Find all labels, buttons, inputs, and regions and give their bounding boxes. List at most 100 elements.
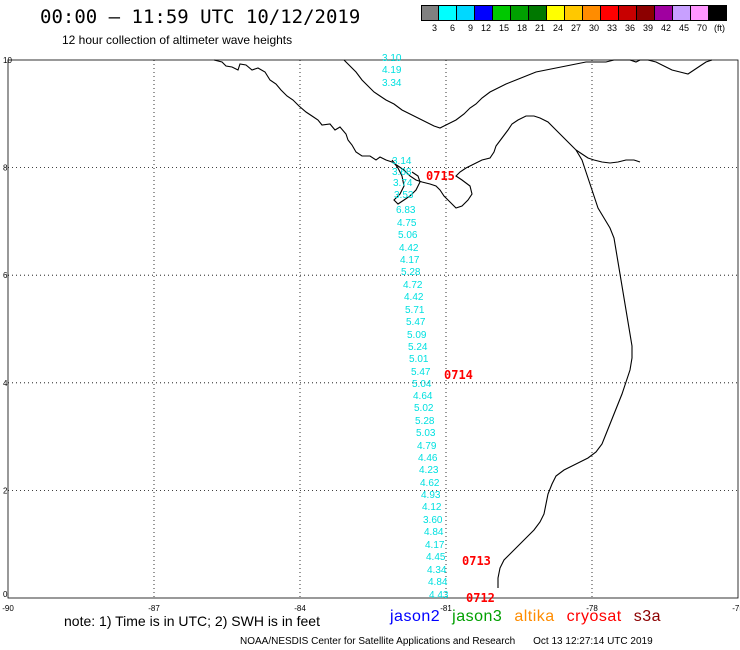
wave-height-label: 3.14 — [392, 156, 412, 167]
wave-height-label: 5.04 — [412, 379, 432, 390]
colorbar-label: 24 — [552, 23, 563, 33]
legend-jason2: jason2 — [390, 608, 441, 625]
longitude-label: -87 — [148, 604, 160, 613]
coastline-colombia-ecuador — [497, 149, 633, 588]
wave-height-label: 4.84 — [424, 527, 444, 538]
wave-height-label: 5.28 — [415, 416, 435, 427]
colorbar-swatch — [601, 5, 619, 21]
latitude-label: 6 — [3, 271, 8, 280]
wave-height-label: 3.34 — [382, 78, 402, 89]
wave-height-label: 3.74 — [393, 178, 413, 189]
generation-timestamp: Oct 13 12:27:14 UTC 2019 — [533, 636, 653, 647]
legend-altika: altika — [514, 608, 555, 625]
longitude-label: -84 — [294, 604, 306, 613]
legend-s3a: s3a — [633, 608, 662, 625]
colorbar-label: 6 — [449, 23, 455, 33]
colorbar-swatch — [475, 5, 493, 21]
wave-height-label: 4.17 — [425, 540, 445, 551]
colorbar-swatch — [529, 5, 547, 21]
wave-height-label: 3.10 — [382, 53, 402, 64]
colorbar-label: 36 — [624, 23, 635, 33]
colorbar-label: 9 — [467, 23, 473, 33]
wave-height-label: 5.09 — [407, 330, 427, 341]
wave-height-label: 4.93 — [421, 490, 441, 501]
wave-height-label: 4.34 — [427, 565, 447, 576]
wave-height-label: 3.68 — [392, 167, 412, 178]
wave-height-label: 4.84 — [428, 577, 448, 588]
wave-height-label: 5.24 — [408, 342, 428, 353]
time-label: 0714 — [444, 368, 473, 382]
colorbar-label: 18 — [516, 23, 527, 33]
latitude-label: 0 — [3, 590, 8, 599]
colorbar-swatch — [439, 5, 457, 21]
time-label: 0713 — [462, 554, 491, 568]
wave-height-label: 4.64 — [413, 391, 433, 402]
wave-height-label: 5.28 — [401, 267, 421, 278]
agency-credit: NOAA/NESDIS Center for Satellite Applica… — [240, 636, 516, 647]
wave-height-label: 4.46 — [418, 453, 438, 464]
colorbar-swatch — [619, 5, 637, 21]
coastline-gulf-of-panama — [391, 159, 421, 205]
colorbar-label: 12 — [480, 23, 491, 33]
lat-lon-grid — [7, 59, 739, 599]
wave-height-label: 6.83 — [396, 205, 416, 216]
legend-cryosat: cryosat — [566, 608, 622, 625]
wave-height-label: 4.45 — [426, 552, 446, 563]
colorbar-swatch — [547, 5, 565, 21]
wave-height-label: 4.19 — [382, 65, 402, 76]
longitude-label: -75 — [732, 604, 740, 613]
colorbar — [421, 5, 727, 21]
colorbar-label: 3 — [431, 23, 437, 33]
credits: NOAA/NESDIS Center for Satellite Applica… — [240, 636, 653, 647]
longitude-label: -81 — [440, 604, 452, 613]
wave-height-label: 4.79 — [417, 441, 437, 452]
wave-height-label: 5.06 — [398, 230, 418, 241]
colorbar-swatch — [673, 5, 691, 21]
wave-height-label: 4.12 — [422, 502, 442, 513]
coastline — [213, 59, 713, 588]
wave-height-label: 4.42 — [399, 243, 419, 254]
colorbar-label: 70 — [696, 23, 707, 33]
wave-height-label: 5.71 — [405, 305, 425, 316]
colorbar-swatch — [421, 5, 439, 21]
wave-height-label: 4.23 — [419, 465, 439, 476]
colorbar-label: 21 — [534, 23, 545, 33]
colorbar-swatch — [457, 5, 475, 21]
wave-height-label: 5.03 — [416, 428, 436, 439]
colorbar-label: 33 — [606, 23, 617, 33]
longitude-label: -90 — [2, 604, 14, 613]
wave-height-label: 3.53 — [394, 190, 414, 201]
colorbar-labels: 3 6 9 12 15 18 21 24 27 30 33 36 39 42 45 70 (ft) — [421, 23, 727, 33]
colorbar-swatch — [709, 5, 727, 21]
satellite-legend: jason2 jason3 altika cryosat s3a — [390, 608, 673, 626]
colorbar-swatch — [565, 5, 583, 21]
colorbar-label: 30 — [588, 23, 599, 33]
colorbar-swatch — [511, 5, 529, 21]
wave-height-label: 4.17 — [400, 255, 420, 266]
colorbar-label: (ft) — [714, 23, 725, 33]
latitude-label: 10 — [3, 56, 12, 65]
colorbar-swatch — [583, 5, 601, 21]
time-label: 0715 — [426, 169, 455, 183]
wave-height-label: 4.43 — [429, 590, 449, 601]
wave-height-label: 5.02 — [414, 403, 434, 414]
wave-height-label: 5.47 — [411, 367, 431, 378]
colorbar-swatch — [637, 5, 655, 21]
coastline-caribbean — [343, 59, 713, 129]
colorbar-swatch — [655, 5, 673, 21]
longitude-label: -78 — [586, 604, 598, 613]
colorbar-label: 42 — [660, 23, 671, 33]
altimeter-track: 3.104.19 3.34 3.143.683.743.53 6.83 4.755.06… — [382, 53, 495, 605]
axis-labels: -90 -87 -84 -81 -78 -75 0 2 4 6 8 10 — [2, 56, 740, 613]
time-label: 0712 — [466, 591, 495, 605]
colorbar-label: 45 — [678, 23, 689, 33]
wave-height-label: 3.60 — [423, 515, 443, 526]
colorbar-swatch — [493, 5, 511, 21]
wave-height-label: 4.75 — [397, 218, 417, 229]
colorbar-label: 39 — [642, 23, 653, 33]
map-frame — [7, 59, 739, 599]
units-note: note: 1) Time is in UTC; 2) SWH is in fe… — [64, 613, 320, 629]
latitude-label: 2 — [3, 486, 8, 495]
map-subtitle: 12 hour collection of altimeter wave hei… — [62, 33, 293, 47]
